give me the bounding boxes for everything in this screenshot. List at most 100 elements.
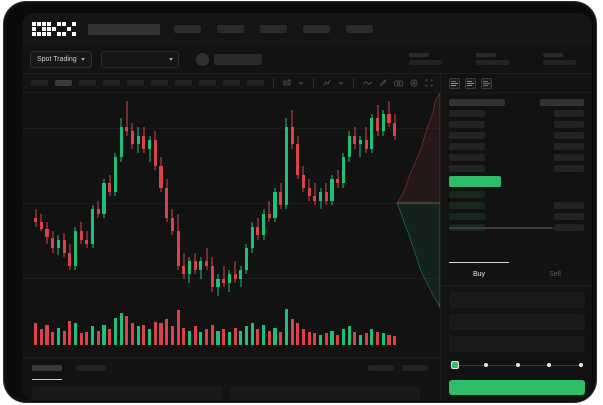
candle-body bbox=[130, 131, 135, 145]
settings-icon[interactable] bbox=[410, 79, 418, 87]
timeframe-button-7[interactable] bbox=[175, 80, 192, 86]
orderbook-bid-row[interactable] bbox=[449, 202, 584, 209]
nav-item-4[interactable] bbox=[303, 25, 330, 33]
order-card-1[interactable] bbox=[32, 386, 222, 400]
candle bbox=[176, 93, 180, 353]
candlestick-icon[interactable] bbox=[283, 79, 291, 87]
slider-handle[interactable] bbox=[451, 361, 459, 369]
submit-buy-button[interactable] bbox=[449, 380, 585, 395]
timeframe-button-3[interactable] bbox=[79, 80, 96, 86]
candle-body bbox=[387, 114, 391, 123]
orderbook-both-icon[interactable] bbox=[449, 77, 460, 89]
okx-logo[interactable] bbox=[32, 22, 76, 36]
volume-bar bbox=[324, 333, 328, 345]
timeframe-button-6[interactable] bbox=[151, 80, 168, 86]
order-total-field[interactable] bbox=[449, 336, 585, 352]
price-chart[interactable] bbox=[22, 93, 440, 357]
orders-panel bbox=[22, 357, 440, 400]
orderbook-bids-icon[interactable] bbox=[465, 77, 476, 89]
orderbook-ask-row[interactable] bbox=[449, 154, 584, 161]
candle-body bbox=[85, 239, 89, 244]
slider-stop-100[interactable] bbox=[579, 363, 584, 367]
pencil-icon[interactable] bbox=[379, 79, 387, 87]
orderbook-asks-icon[interactable] bbox=[481, 77, 492, 89]
orderbook-rows[interactable] bbox=[441, 93, 592, 231]
candle-body bbox=[136, 135, 140, 145]
bottom-tab-1[interactable] bbox=[32, 365, 62, 371]
timeframe-button-4[interactable] bbox=[103, 80, 120, 86]
candle-body bbox=[79, 231, 83, 240]
tab-buy[interactable]: Buy bbox=[441, 262, 517, 285]
nav-item-3[interactable] bbox=[260, 25, 287, 33]
camera-icon[interactable] bbox=[394, 79, 403, 87]
candle bbox=[205, 93, 209, 353]
candle-body bbox=[336, 179, 340, 184]
orderbook-bid-row[interactable] bbox=[449, 191, 584, 198]
orderbook-ask-row[interactable] bbox=[449, 121, 584, 128]
orderbook-ask-row[interactable] bbox=[449, 143, 584, 150]
nav-item-2[interactable] bbox=[217, 25, 244, 33]
orderbook-ask-row[interactable] bbox=[449, 165, 584, 172]
orderbook-ask-row[interactable] bbox=[449, 132, 584, 139]
orderbook-scrollbar[interactable] bbox=[449, 227, 553, 229]
slider-stop-75[interactable] bbox=[547, 363, 552, 367]
volume-bar bbox=[250, 323, 254, 345]
pair-selector[interactable] bbox=[100, 50, 179, 68]
timeframe-button-2[interactable] bbox=[55, 80, 72, 86]
candle-body bbox=[148, 140, 152, 149]
volume-bar bbox=[358, 334, 363, 345]
orderbook-ask-row[interactable] bbox=[449, 110, 584, 117]
candle-body bbox=[96, 209, 100, 214]
indicator-icon[interactable] bbox=[323, 79, 331, 87]
volume-bar bbox=[256, 329, 260, 345]
candle-body bbox=[205, 261, 209, 266]
nav-item-1[interactable] bbox=[174, 25, 201, 33]
candle bbox=[142, 93, 146, 353]
bottom-tab-2[interactable] bbox=[76, 365, 106, 371]
volume-bar bbox=[381, 333, 385, 345]
candle-body bbox=[330, 179, 334, 201]
order-card-2[interactable] bbox=[230, 386, 420, 400]
line-tool-icon[interactable] bbox=[363, 79, 372, 87]
bottom-action-1[interactable] bbox=[368, 365, 394, 371]
volume-bar bbox=[284, 309, 288, 345]
timeframe-button-9[interactable] bbox=[223, 80, 240, 86]
orderbook-header bbox=[441, 74, 592, 93]
timeframe-button-8[interactable] bbox=[199, 80, 216, 86]
timeframe-button-5[interactable] bbox=[127, 80, 144, 86]
chevron-down-icon[interactable] bbox=[298, 80, 304, 86]
fullscreen-icon[interactable] bbox=[425, 79, 433, 87]
amount-percent-slider[interactable] bbox=[451, 361, 584, 370]
candle-body bbox=[222, 278, 226, 283]
volume-bar bbox=[319, 334, 323, 345]
candle-body bbox=[39, 222, 43, 229]
chevron-down-icon[interactable] bbox=[338, 80, 344, 86]
candle bbox=[79, 93, 83, 353]
trading-mode-dropdown[interactable]: Spot Trading bbox=[30, 50, 92, 68]
candle-body bbox=[301, 174, 306, 188]
candle-wick bbox=[223, 265, 225, 288]
candle-body bbox=[319, 192, 323, 201]
search-input[interactable] bbox=[88, 23, 160, 35]
candle-body bbox=[244, 248, 249, 270]
nav-item-5[interactable] bbox=[346, 25, 373, 33]
device-bezel: Spot Trading bbox=[4, 2, 596, 402]
slider-stop-50[interactable] bbox=[515, 363, 520, 367]
candle-body bbox=[199, 261, 203, 270]
candle bbox=[136, 93, 140, 353]
volume-bar bbox=[364, 333, 368, 345]
volume-bar bbox=[153, 321, 157, 345]
timeframe-button-1[interactable] bbox=[31, 80, 48, 86]
tab-sell[interactable]: Sell bbox=[517, 264, 592, 285]
orderbook-column-header bbox=[449, 99, 584, 106]
header-nav bbox=[174, 25, 373, 33]
okx-logo-x bbox=[62, 22, 76, 36]
order-amount-field[interactable] bbox=[449, 314, 585, 330]
slider-stop-25[interactable] bbox=[484, 363, 488, 367]
order-price-field[interactable] bbox=[449, 292, 585, 308]
candle bbox=[51, 93, 55, 353]
orderbook-bid-row[interactable] bbox=[449, 213, 584, 220]
candle-body bbox=[324, 192, 328, 201]
bottom-action-2[interactable] bbox=[402, 365, 428, 371]
timeframe-button-10[interactable] bbox=[247, 80, 264, 86]
